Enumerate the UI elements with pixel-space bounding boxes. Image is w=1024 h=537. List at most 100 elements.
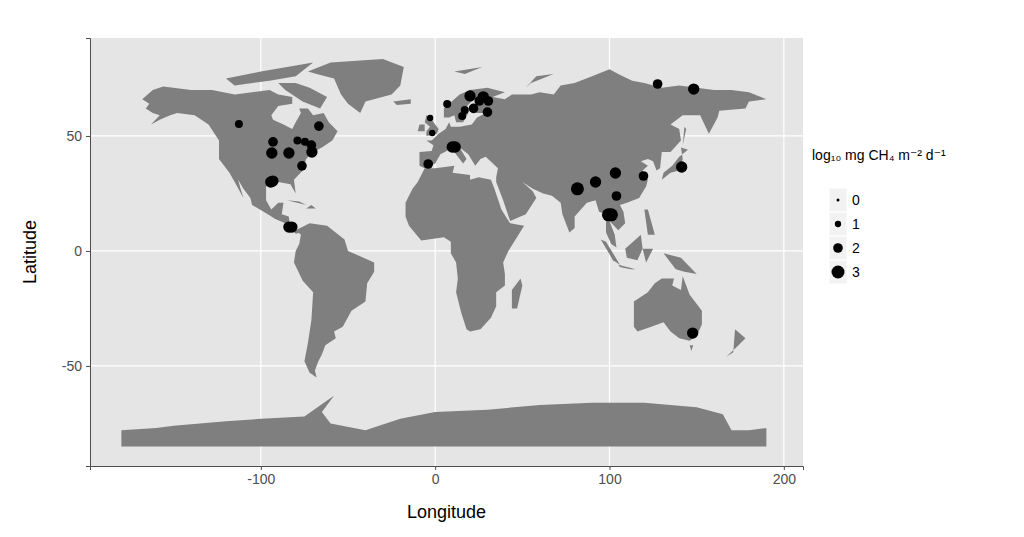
land [308,59,404,113]
tick-label: -50 [62,358,82,374]
land [726,329,745,357]
point [450,141,461,152]
tick-mark [86,366,90,367]
legend-key [829,260,847,284]
legend-symbol [832,266,845,279]
legend-title: log₁₀ mg CH₄ m⁻² d⁻¹ [812,147,946,163]
tick-mark [609,466,610,470]
point [612,191,622,201]
tick: 0 [432,466,440,487]
point [429,130,435,136]
point [314,121,324,131]
tick-label: 50 [66,128,82,144]
point [590,176,601,187]
point [571,182,584,195]
land [643,249,653,263]
grid-line-y [90,250,803,251]
land [287,200,306,205]
point [483,107,493,117]
land [425,115,439,136]
legend-key [829,188,847,212]
legend-symbol [835,221,841,227]
legend-key [829,212,847,236]
point [306,146,317,157]
point [423,159,433,169]
land [662,147,688,179]
tick-label: 100 [598,471,622,487]
tick-mark [86,136,90,137]
tick-mark [784,466,785,470]
land [121,396,766,447]
land [418,124,425,131]
land [278,83,327,108]
axis-line [86,39,91,467]
point [688,83,699,94]
tick-label: -100 [247,471,275,487]
tick-label: 0 [74,243,82,259]
point [267,175,278,186]
y-axis: -50 0 50 [62,39,91,467]
land [406,166,525,332]
points [235,79,699,339]
point [639,171,649,181]
point [653,79,663,89]
y-axis-title: Latitude [20,220,40,284]
point [464,90,475,101]
tick-mark [435,466,436,470]
grid [90,38,803,466]
point [610,167,621,178]
legend-label: 3 [852,264,860,280]
tick: 0 [74,243,90,259]
tick-mark [261,466,262,470]
legend-label: 0 [852,192,860,208]
point [283,147,294,158]
tick: 200 [773,466,797,487]
land [690,345,693,351]
land [625,235,642,260]
point [443,100,451,108]
land [454,67,482,74]
tick-mark [86,251,90,252]
land [294,223,374,377]
legend-label: 2 [852,240,860,256]
point [484,96,494,106]
legend-label: 1 [852,216,860,232]
legend-symbol [833,243,843,253]
land [644,210,654,235]
land [664,253,697,274]
land [306,205,316,208]
point [286,221,297,232]
point [461,106,469,114]
grid-line-x [435,38,436,466]
tick: -50 [62,358,90,374]
point [676,161,687,172]
legend-key [829,236,847,260]
x-axis-title: Longitude [407,502,486,522]
land [226,62,313,85]
tick: 100 [598,466,622,487]
land [526,74,554,88]
point [266,147,277,158]
x-axis: -100 0 100 200 [91,466,804,487]
tick: -100 [247,466,275,487]
point [235,120,243,128]
land [601,239,620,264]
chart: -100 0 100 200 -50 0 50 Longitude Latitude log₁₀ … [0,0,1024,537]
tick-label: 0 [432,471,440,487]
land [683,127,686,145]
grid-line-y [90,365,803,366]
tick: 50 [66,128,90,144]
land [618,265,635,270]
legend: log₁₀ mg CH₄ m⁻² d⁻¹ 0 1 2 3 [812,147,946,284]
basemap [121,59,766,447]
axis-line [91,467,804,471]
point [427,115,433,121]
land [393,99,410,105]
tick-label: 200 [773,471,797,487]
legend-symbol [837,199,840,202]
land [634,276,702,340]
point [293,137,301,145]
point [268,137,278,147]
point [605,208,618,221]
point [297,161,307,171]
